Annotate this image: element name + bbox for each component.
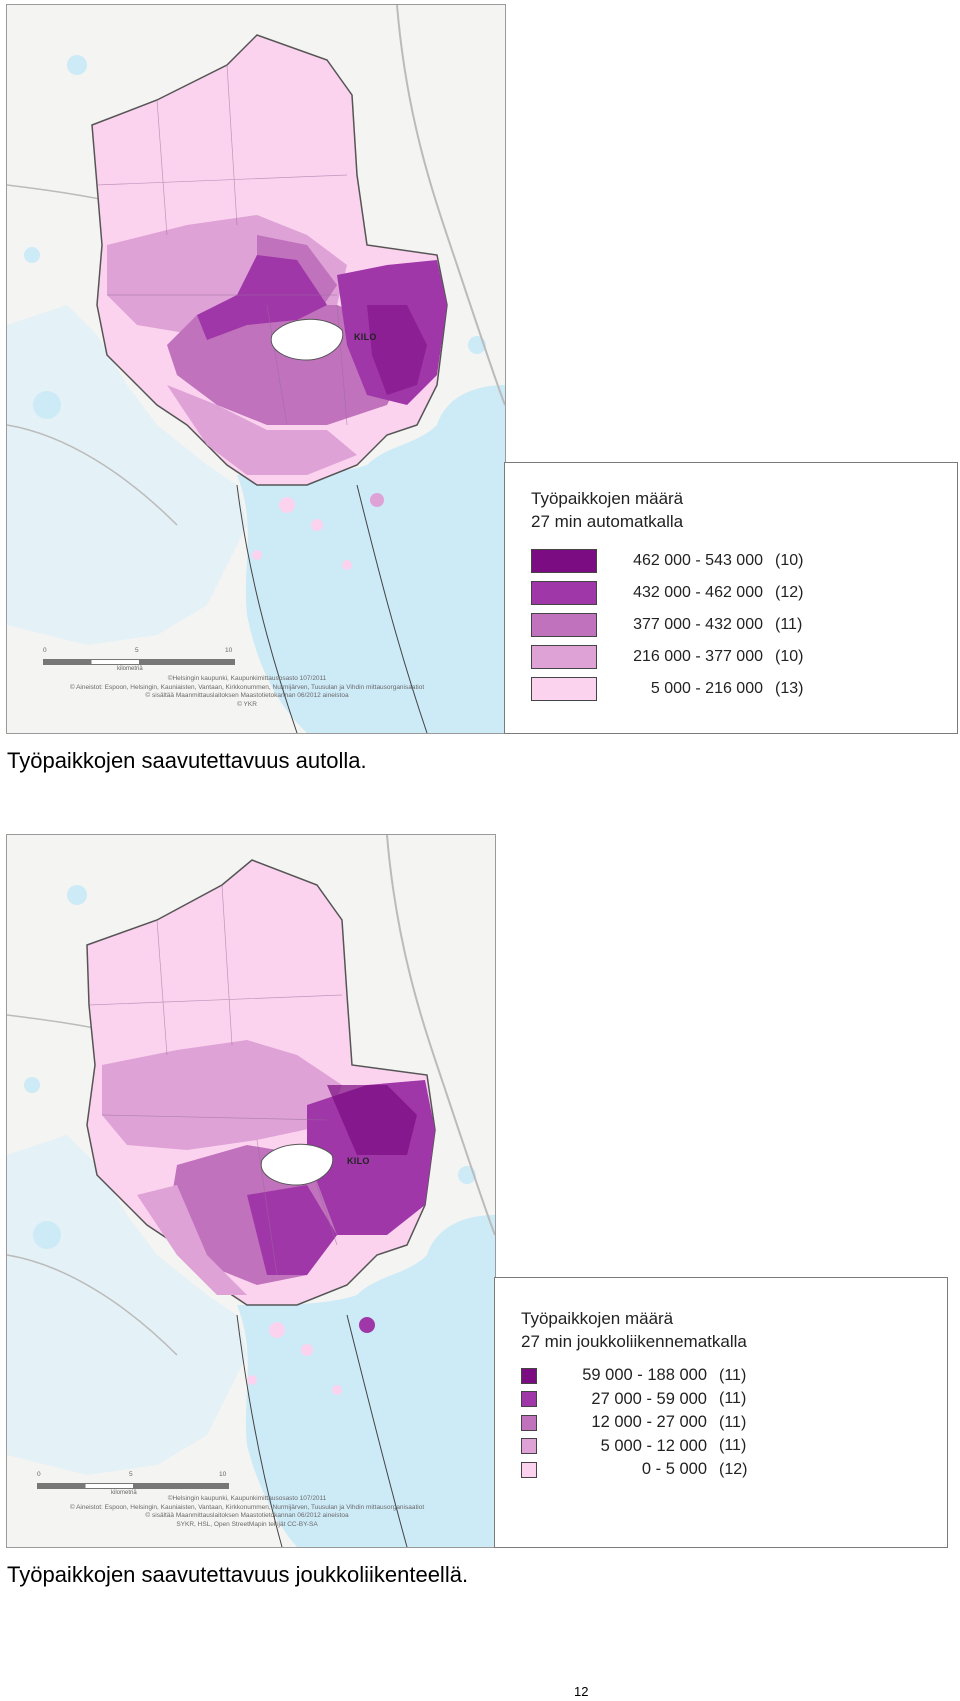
figure-caption: Työpaikkojen saavutettavuus autolla.	[7, 748, 367, 773]
place-label-kilo: KILO	[347, 1156, 370, 1166]
scale-bar: 0 5 10 kilometriä	[37, 1471, 229, 1496]
scale-bar: 0 5 10 kilometriä	[43, 647, 235, 672]
map-canvas	[7, 835, 495, 1547]
legend-swatch	[531, 581, 597, 605]
legend-swatch	[531, 549, 597, 573]
legend-row: 5 000 - 12 000 (11)	[521, 1435, 747, 1459]
place-label-kilo: KILO	[354, 332, 377, 342]
legend-swatch	[521, 1391, 537, 1408]
legend-swatch	[531, 613, 597, 637]
legend-swatch	[521, 1461, 537, 1478]
legend-swatch	[521, 1367, 537, 1384]
legend-row: 432 000 - 462 000 (12)	[531, 577, 803, 609]
map-canvas	[7, 5, 505, 733]
page-number: 12	[574, 1684, 589, 1699]
map-transit-accessibility: KILO 0 5 10 kilometriä ©Helsingin kaupun…	[6, 834, 496, 1548]
map-attribution: ©Helsingin kaupunki, Kaupunkimittausosas…	[69, 1495, 425, 1528]
legend-swatch	[531, 645, 597, 669]
legend-row: 377 000 - 432 000 (11)	[531, 609, 803, 641]
map-car-accessibility: KILO 0 5 10 kilometriä ©Helsingin kaupun…	[6, 4, 506, 734]
legend-row: 59 000 - 188 000 (11)	[521, 1364, 747, 1388]
legend-row: 5 000 - 216 000 (13)	[531, 673, 803, 705]
legend-swatch	[521, 1414, 537, 1431]
figure-caption: Työpaikkojen saavutettavuus joukkoliiken…	[7, 1562, 469, 1587]
legend-title: Työpaikkojen määrä 27 min automatkalla	[531, 489, 684, 531]
legend-classes: 59 000 - 188 000 (11) 27 000 - 59 000 (1…	[521, 1364, 747, 1482]
legend-row: 0 - 5 000 (12)	[521, 1458, 747, 1482]
legend-swatch	[531, 677, 597, 701]
legend-row: 12 000 - 27 000 (11)	[521, 1411, 747, 1435]
legend-title: Työpaikkojen määrä 27 min joukkoliikenne…	[521, 1309, 747, 1351]
legend-row: 216 000 - 377 000 (10)	[531, 641, 803, 673]
legend-row: 462 000 - 543 000 (10)	[531, 545, 803, 577]
map-legend: Työpaikkojen määrä 27 min automatkalla 4…	[504, 462, 958, 734]
map-legend: Työpaikkojen määrä 27 min joukkoliikenne…	[494, 1277, 948, 1548]
map-attribution: ©Helsingin kaupunki, Kaupunkimittausosas…	[69, 675, 425, 708]
legend-row: 27 000 - 59 000 (11)	[521, 1388, 747, 1412]
legend-swatch	[521, 1438, 537, 1455]
legend-classes: 462 000 - 543 000 (10) 432 000 - 462 000…	[531, 545, 803, 705]
